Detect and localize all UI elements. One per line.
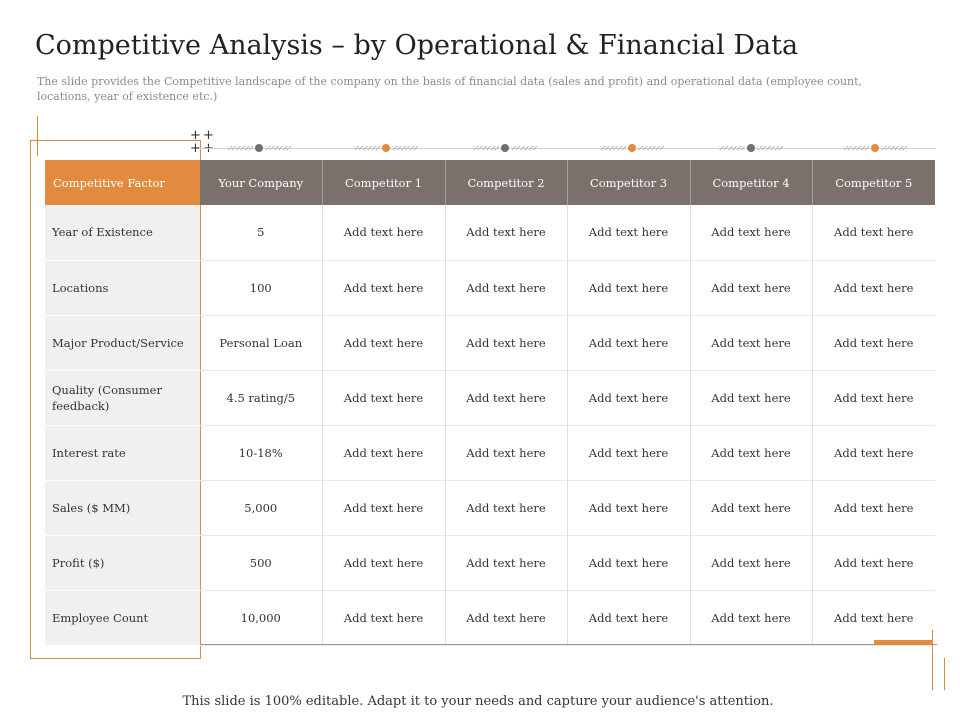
row-factor-label: Employee Count [45, 590, 200, 646]
row-factor-label: Locations [45, 260, 200, 316]
cell-your-company: 10-18% [200, 425, 323, 481]
cell-competitor-4: Add text here [690, 370, 813, 426]
table-row: Quality (Consumer feedback) 4.5 rating/5 A… [45, 370, 935, 426]
cell-competitor-2: Add text here [445, 480, 568, 536]
cell-competitor-3: Add text here [567, 205, 691, 261]
decor-line-bottom-right [944, 658, 945, 690]
timeline-dot-icon [628, 144, 636, 152]
cell-competitor-5: Add text here [812, 205, 935, 261]
timeline-node [843, 143, 907, 153]
cell-competitor-5: Add text here [812, 370, 935, 426]
cell-competitor-5: Add text here [812, 480, 935, 536]
cell-competitor-5: Add text here [812, 590, 935, 646]
timeline-dot-icon [871, 144, 879, 152]
cell-your-company: 5 [200, 205, 323, 261]
cell-competitor-2: Add text here [445, 535, 568, 591]
footer-note: This slide is 100% editable. Adapt it to… [182, 694, 774, 709]
cell-competitor-1: Add text here [322, 315, 446, 371]
slide-title: Competitive Analysis – by Operational & … [35, 30, 799, 61]
timeline-dot-icon [747, 144, 755, 152]
cell-competitor-4: Add text here [690, 480, 813, 536]
cell-your-company: 4.5 rating/5 [200, 370, 323, 426]
cell-competitor-2: Add text here [445, 315, 568, 371]
row-factor-label: Quality (Consumer feedback) [45, 370, 200, 426]
cell-competitor-5: Add text here [812, 315, 935, 371]
cell-competitor-3: Add text here [567, 480, 691, 536]
cell-competitor-2: Add text here [445, 260, 568, 316]
row-factor-label: Major Product/Service [45, 315, 200, 371]
cell-competitor-4: Add text here [690, 315, 813, 371]
table-row: Interest rate 10-18% Add text here Add text… [45, 425, 935, 481]
cell-competitor-1: Add text here [322, 480, 446, 536]
timeline-node [354, 143, 418, 153]
timeline-node [473, 143, 537, 153]
row-factor-label: Year of Existence [45, 205, 200, 261]
table-row: Sales ($ MM) 5,000 Add text here Add text h… [45, 480, 935, 536]
cell-your-company: Personal Loan [200, 315, 323, 371]
cell-competitor-4: Add text here [690, 590, 813, 646]
cell-competitor-2: Add text here [445, 425, 568, 481]
cell-competitor-1: Add text here [322, 590, 446, 646]
row-factor-label: Interest rate [45, 425, 200, 481]
table-row: Profit ($) 500 Add text here Add text here A… [45, 535, 935, 591]
slide-subtitle: The slide provides the Competitive lands… [37, 75, 863, 103]
plus-icon: + [190, 141, 201, 156]
timeline-line [200, 148, 936, 149]
cell-your-company: 500 [200, 535, 323, 591]
cell-your-company: 100 [200, 260, 323, 316]
cell-competitor-5: Add text here [812, 260, 935, 316]
cell-competitor-3: Add text here [567, 425, 691, 481]
table-row: Year of Existence 5 Add text here Add text … [45, 205, 935, 261]
cell-competitor-1: Add text here [322, 205, 446, 261]
cell-competitor-3: Add text here [567, 590, 691, 646]
cell-competitor-3: Add text here [567, 260, 691, 316]
timeline-dot-icon [501, 144, 509, 152]
timeline-dot-icon [382, 144, 390, 152]
table-bottom-border [200, 644, 937, 645]
cell-competitor-4: Add text here [690, 205, 813, 261]
table-row: Locations 100 Add text here Add text here Ad… [45, 260, 935, 316]
cell-competitor-4: Add text here [690, 425, 813, 481]
cell-your-company: 5,000 [200, 480, 323, 536]
cell-competitor-1: Add text here [322, 425, 446, 481]
cell-competitor-4: Add text here [690, 260, 813, 316]
timeline-dot-icon [255, 144, 263, 152]
cell-competitor-1: Add text here [322, 370, 446, 426]
table-row: Employee Count 10,000 Add text here Add tex… [45, 590, 935, 646]
column-header-your-company: Your Company [200, 160, 323, 205]
column-header-competitor-1: Competitor 1 [322, 160, 446, 205]
row-factor-label: Sales ($ MM) [45, 480, 200, 536]
cell-your-company: 10,000 [200, 590, 323, 646]
column-header-factor: Competitive Factor [45, 160, 200, 205]
timeline-node [227, 143, 291, 153]
cell-competitor-2: Add text here [445, 370, 568, 426]
decor-orange-bar [874, 640, 932, 645]
competitive-analysis-table: Competitive Factor Your Company Competit… [45, 160, 935, 646]
column-header-competitor-2: Competitor 2 [445, 160, 568, 205]
column-header-competitor-3: Competitor 3 [567, 160, 691, 205]
cell-competitor-2: Add text here [445, 590, 568, 646]
cell-competitor-4: Add text here [690, 535, 813, 591]
column-header-competitor-5: Competitor 5 [812, 160, 935, 205]
cell-competitor-1: Add text here [322, 535, 446, 591]
table-row: Major Product/Service Personal Loan Add te… [45, 315, 935, 371]
cell-competitor-5: Add text here [812, 425, 935, 481]
cell-competitor-3: Add text here [567, 535, 691, 591]
cell-competitor-5: Add text here [812, 535, 935, 591]
cell-competitor-3: Add text here [567, 370, 691, 426]
timeline-node [600, 143, 664, 153]
cell-competitor-1: Add text here [322, 260, 446, 316]
column-header-competitor-4: Competitor 4 [690, 160, 813, 205]
cell-competitor-2: Add text here [445, 205, 568, 261]
decor-line-bottom-right [932, 630, 933, 690]
timeline-node [719, 143, 783, 153]
plus-icon: + [203, 128, 214, 143]
table-header-row: Competitive Factor Your Company Competit… [45, 160, 935, 205]
plus-icon: + [190, 128, 201, 143]
decor-line-top-left [37, 116, 38, 156]
row-factor-label: Profit ($) [45, 535, 200, 591]
cell-competitor-3: Add text here [567, 315, 691, 371]
